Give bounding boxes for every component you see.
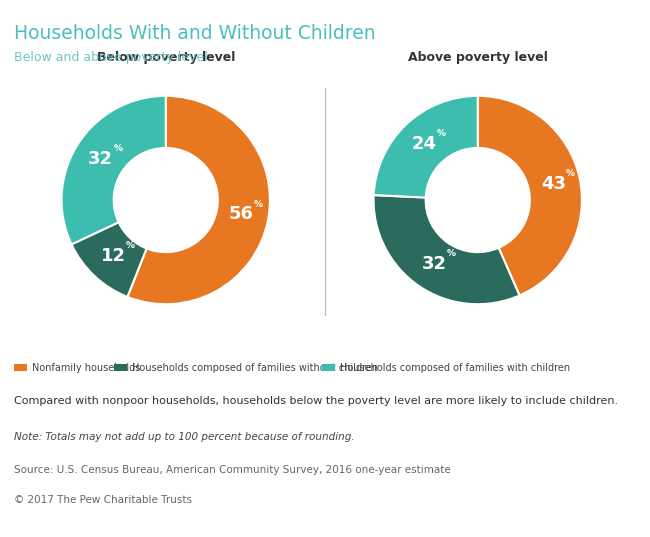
- Wedge shape: [374, 195, 519, 304]
- Wedge shape: [62, 96, 166, 244]
- Wedge shape: [72, 222, 146, 297]
- Text: 43: 43: [541, 175, 566, 193]
- Text: Source: U.S. Census Bureau, American Community Survey, 2016 one-year estimate: Source: U.S. Census Bureau, American Com…: [14, 465, 451, 475]
- Wedge shape: [127, 96, 270, 304]
- Title: Above poverty level: Above poverty level: [408, 52, 548, 64]
- Text: Compared with nonpoor households, households below the poverty level are more li: Compared with nonpoor households, househ…: [14, 396, 618, 407]
- Text: %: %: [447, 249, 456, 258]
- Wedge shape: [374, 96, 478, 198]
- Text: Note: Totals may not add up to 100 percent because of rounding.: Note: Totals may not add up to 100 perce…: [14, 432, 355, 442]
- Text: 32: 32: [88, 150, 113, 168]
- Text: 12: 12: [101, 247, 125, 265]
- Text: %: %: [566, 169, 575, 178]
- Title: Below poverty level: Below poverty level: [97, 52, 235, 64]
- Text: %: %: [437, 129, 447, 139]
- Text: Households With and Without Children: Households With and Without Children: [14, 24, 376, 43]
- Text: 56: 56: [229, 206, 254, 223]
- Text: 32: 32: [422, 255, 447, 273]
- Text: Below and above poverty level: Below and above poverty level: [14, 51, 208, 64]
- Text: © 2017 The Pew Charitable Trusts: © 2017 The Pew Charitable Trusts: [14, 495, 192, 505]
- Text: 24: 24: [412, 135, 437, 153]
- Text: %: %: [254, 200, 263, 208]
- Text: Households composed of families without children: Households composed of families without …: [132, 363, 378, 373]
- Text: %: %: [113, 144, 122, 153]
- Wedge shape: [478, 96, 582, 295]
- Text: %: %: [125, 241, 135, 250]
- Text: Households composed of families with children: Households composed of families with chi…: [340, 363, 570, 373]
- Text: Nonfamily households: Nonfamily households: [32, 363, 141, 373]
